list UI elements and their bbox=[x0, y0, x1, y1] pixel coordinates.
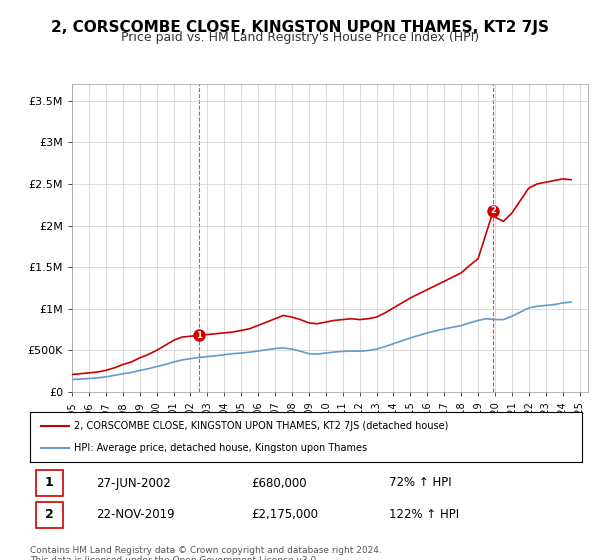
Text: 2: 2 bbox=[490, 207, 496, 216]
Text: £680,000: £680,000 bbox=[251, 477, 307, 489]
Text: Contains HM Land Registry data © Crown copyright and database right 2024.
This d: Contains HM Land Registry data © Crown c… bbox=[30, 546, 382, 560]
Text: 2: 2 bbox=[45, 508, 53, 521]
Text: 1: 1 bbox=[45, 477, 53, 489]
FancyBboxPatch shape bbox=[35, 502, 63, 528]
Text: HPI: Average price, detached house, Kingston upon Thames: HPI: Average price, detached house, King… bbox=[74, 443, 367, 453]
Text: Price paid vs. HM Land Registry's House Price Index (HPI): Price paid vs. HM Land Registry's House … bbox=[121, 31, 479, 44]
Text: 2, CORSCOMBE CLOSE, KINGSTON UPON THAMES, KT2 7JS (detached house): 2, CORSCOMBE CLOSE, KINGSTON UPON THAMES… bbox=[74, 421, 449, 431]
Text: 22-NOV-2019: 22-NOV-2019 bbox=[96, 508, 175, 521]
Text: 1: 1 bbox=[196, 331, 202, 340]
Text: 122% ↑ HPI: 122% ↑ HPI bbox=[389, 508, 459, 521]
Text: 27-JUN-2002: 27-JUN-2002 bbox=[96, 477, 171, 489]
FancyBboxPatch shape bbox=[35, 470, 63, 496]
Text: £2,175,000: £2,175,000 bbox=[251, 508, 318, 521]
Text: 2, CORSCOMBE CLOSE, KINGSTON UPON THAMES, KT2 7JS: 2, CORSCOMBE CLOSE, KINGSTON UPON THAMES… bbox=[51, 20, 549, 35]
Text: 72% ↑ HPI: 72% ↑ HPI bbox=[389, 477, 451, 489]
